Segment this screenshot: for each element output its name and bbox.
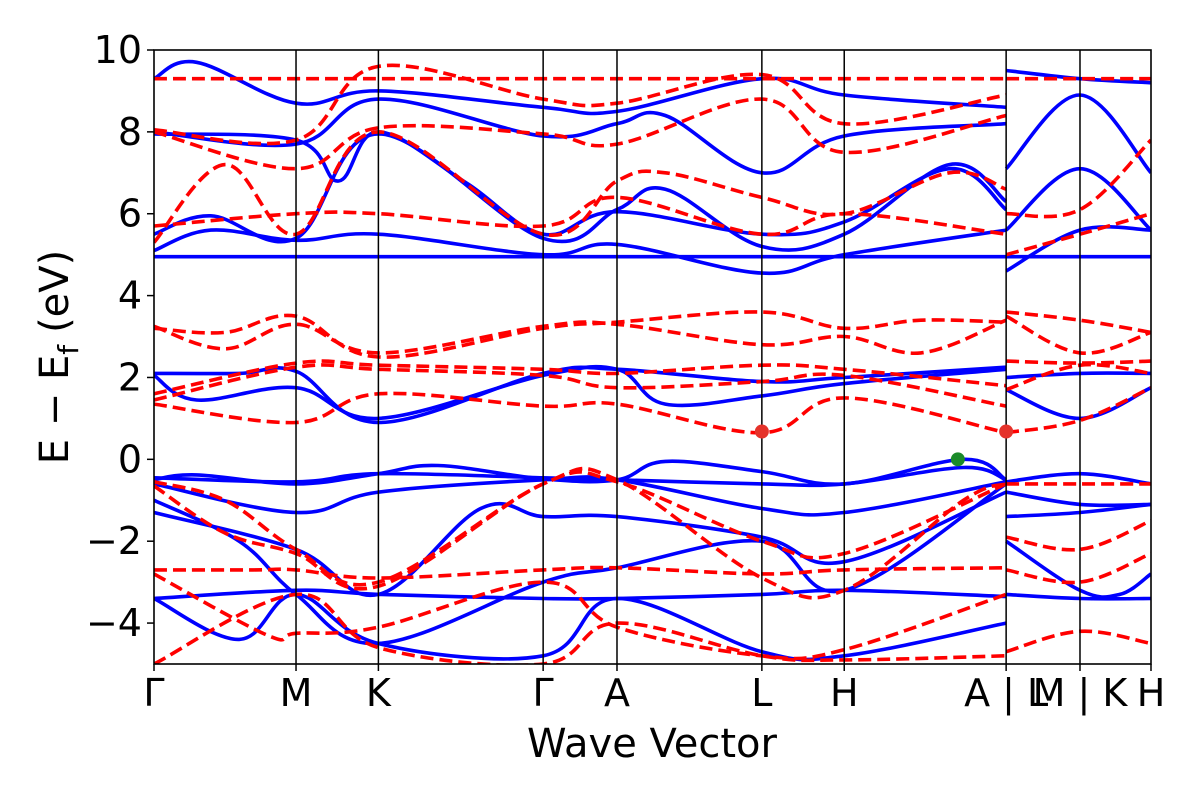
markers-layer [754,424,1014,467]
spin-down-band-2 [154,565,1007,580]
spin-down-band-4 [154,592,1007,664]
spin-down-band-19 [1005,386,1151,435]
spin-down-band-5 [154,391,1007,435]
x-axis-title: Wave Vector [527,721,778,767]
y-tick-label-3: 2 [118,355,142,399]
x-tick-label-3: Γ [533,671,554,715]
bands-layer [154,59,1151,664]
spin-up-band-24 [1004,166,1151,232]
spin-down-band-3 [154,572,1007,661]
y-axis-title: E − Ef (eV) [32,250,85,465]
y-tick-label-6: 8 [118,110,142,154]
spin-down-band-16 [1005,519,1151,552]
spin-up-band-17 [1006,502,1151,519]
spin-down-band-9 [154,310,1007,359]
spin-up-band-14 [154,59,1007,116]
y-axis-title-unit: (eV) [32,250,78,333]
spin-up-band-6 [154,592,1007,662]
x-tick-label-4: A [604,671,630,715]
svg-text:E − Ef(eV): E − Ef (eV) [32,250,85,465]
x-tick-label-8: M | K [1033,671,1129,716]
spin-up-band-13 [154,97,1007,175]
y-tick-label-4: 4 [118,274,142,318]
y-axis-title-subscript: f [52,344,85,355]
spin-down-band-22 [1005,314,1151,355]
kpoint-lines [295,50,1081,664]
spin-up-band-2 [154,475,1007,517]
plot-frame [153,49,1152,665]
spin-up-band-1 [154,457,1008,487]
extremum-marker-0 [754,424,769,439]
extremum-marker-1 [999,424,1014,439]
spin-up-band-19 [1005,592,1151,601]
spin-down-band-8 [154,318,1007,356]
spin-up-band-21 [1005,371,1151,380]
spin-up-band-12 [154,130,1008,237]
y-tick-label-7: 10 [94,28,142,72]
y-tick-label-5: 6 [118,192,142,236]
y-axis-ticks: −4 −2 0 2 4 6 8 10 [86,28,154,645]
y-axis-title-main: E − E [32,355,78,465]
spin-up-band-20 [1005,386,1151,421]
spin-up-band-25 [1004,93,1151,175]
x-tick-label-2: K [366,671,392,715]
y-tick-label-0: −4 [86,601,142,645]
spin-down-band-13 [154,63,1007,146]
spin-up-band-16 [1005,490,1151,508]
x-tick-label-6: H [830,671,859,715]
spin-down-band-18 [1005,629,1151,654]
spin-down-band-11 [154,130,1007,244]
y-tick-label-2: 0 [118,437,142,481]
spin-down-band-21 [1006,359,1151,365]
spin-up-band-11 [154,132,1008,252]
spin-down-band-0 [154,466,1007,600]
x-tick-label-0: Γ [143,671,164,715]
spin-down-band-25 [1006,138,1151,219]
spin-down-band-24 [1005,211,1151,257]
spin-up-band-8 [154,365,1007,425]
spin-up-band-18 [1005,539,1151,599]
x-tick-label-7: A | L [964,671,1048,716]
x-tick-label-1: M [280,671,313,715]
spin-down-band-17 [1005,551,1151,585]
spin-up-band-26 [1005,68,1151,85]
x-tick-label-5: L [751,671,772,715]
extremum-marker-2 [950,452,965,467]
y-tick-label-1: −2 [86,519,142,563]
spin-down-band-12 [154,97,1007,171]
x-tick-label-9: H [1137,671,1166,715]
